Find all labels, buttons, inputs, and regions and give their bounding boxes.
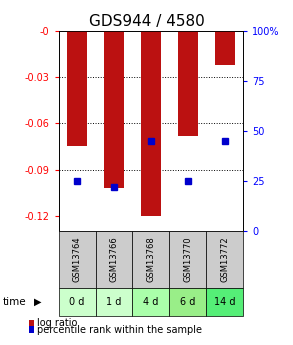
FancyBboxPatch shape bbox=[206, 231, 243, 288]
Text: 14 d: 14 d bbox=[214, 297, 236, 307]
FancyBboxPatch shape bbox=[169, 288, 206, 316]
Bar bbox=[67, 31, 87, 147]
Text: 6 d: 6 d bbox=[180, 297, 195, 307]
Text: time: time bbox=[3, 297, 27, 307]
FancyBboxPatch shape bbox=[169, 231, 206, 288]
FancyBboxPatch shape bbox=[96, 288, 132, 316]
FancyBboxPatch shape bbox=[59, 288, 96, 316]
Bar bbox=[104, 31, 124, 188]
Text: GSM13766: GSM13766 bbox=[110, 237, 118, 283]
Text: GSM13768: GSM13768 bbox=[146, 237, 155, 283]
Bar bbox=[214, 31, 235, 65]
FancyBboxPatch shape bbox=[206, 288, 243, 316]
FancyBboxPatch shape bbox=[132, 288, 169, 316]
Text: log ratio: log ratio bbox=[37, 318, 77, 328]
Bar bbox=[141, 31, 161, 216]
Text: ▶: ▶ bbox=[34, 297, 42, 307]
Text: 0 d: 0 d bbox=[69, 297, 85, 307]
FancyBboxPatch shape bbox=[59, 231, 96, 288]
Text: GSM13764: GSM13764 bbox=[73, 237, 81, 283]
Bar bbox=[178, 31, 198, 136]
Text: 1 d: 1 d bbox=[106, 297, 122, 307]
Text: GSM13772: GSM13772 bbox=[220, 237, 229, 283]
Text: percentile rank within the sample: percentile rank within the sample bbox=[37, 325, 202, 335]
Text: GDS944 / 4580: GDS944 / 4580 bbox=[88, 14, 205, 29]
FancyBboxPatch shape bbox=[96, 231, 132, 288]
FancyBboxPatch shape bbox=[132, 231, 169, 288]
Text: GSM13770: GSM13770 bbox=[183, 237, 192, 283]
Text: 4 d: 4 d bbox=[143, 297, 159, 307]
